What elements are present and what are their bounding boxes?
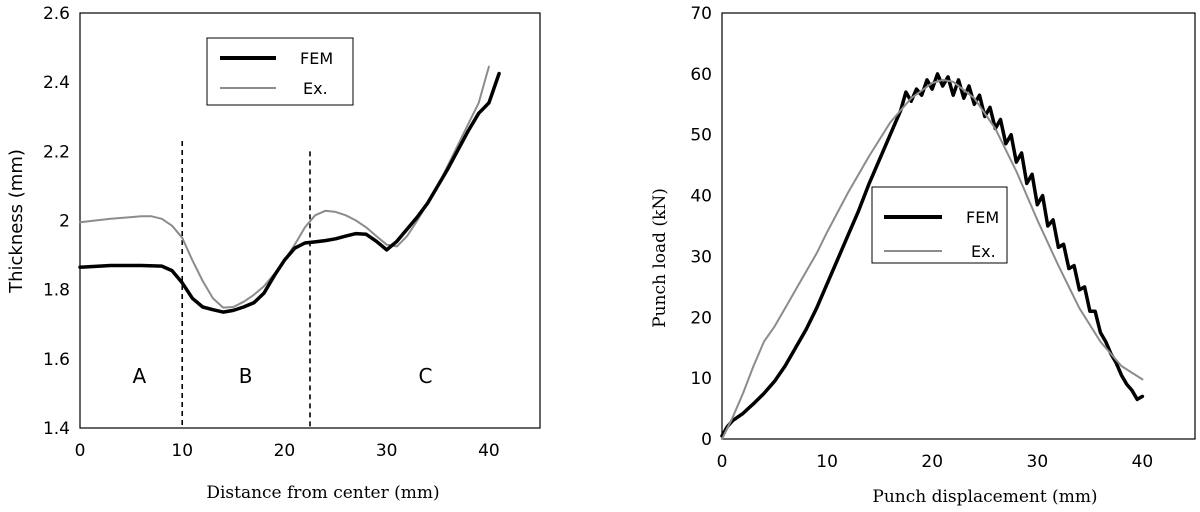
punch-x-tick-label: 40	[1132, 452, 1154, 472]
legend-label-fem: FEM	[300, 49, 333, 68]
thickness-x-tick-label: 0	[75, 441, 86, 461]
thickness-y-tick-label: 1.4	[43, 419, 70, 439]
punch-y-tick-label: 30	[690, 247, 712, 267]
punch-y-tick-label: 70	[690, 4, 712, 24]
punch-y-tick-label: 50	[690, 126, 712, 146]
thickness-plot-frame	[79, 12, 541, 429]
punch-x-tick-label: 30	[1027, 452, 1049, 472]
thickness-series	[78, 65, 501, 314]
punch-legend-label-ex: Ex.	[971, 242, 996, 261]
region-label-a: A	[132, 364, 146, 388]
thickness-y-tick-label: 2.2	[43, 142, 70, 162]
thickness-x-tick-label: 40	[478, 441, 500, 461]
legend-label-ex: Ex.	[303, 79, 328, 98]
thickness-x-tick-label: 10	[171, 441, 193, 461]
thickness-tick-labels: 0 10 20 30 40 1.4 1.6 1.8 2 2.2 2.4 2.6	[43, 4, 500, 461]
thickness-chart: A B C 0 10 20 30 40 1.4 1.6 1.8 2 2.2 2.4 2.6 Distanc…	[6, 4, 541, 503]
punch-load-chart: 0 10 20 30 40 0 10 20 30 40 50 60 70 Punch displacem…	[650, 4, 1196, 507]
region-label-c: C	[419, 364, 433, 388]
thickness-y-tick-label: 2.4	[43, 73, 70, 93]
punch-x-axis-label: Punch displacement (mm)	[872, 487, 1097, 507]
punch-y-tick-label: 0	[701, 430, 712, 450]
punch-y-tick-label: 60	[690, 65, 712, 85]
thickness-x-tick-label: 30	[376, 441, 398, 461]
region-dividers	[181, 140, 311, 428]
punch-y-tick-label: 40	[690, 187, 712, 207]
thickness-y-tick-label: 1.6	[43, 350, 70, 370]
thickness-y-tick-label: 2	[59, 212, 70, 232]
region-label-b: B	[239, 364, 253, 388]
thickness-series-fem-line	[78, 71, 501, 314]
thickness-y-tick-label: 1.8	[43, 281, 70, 301]
punch-y-axis-label: Punch load (kN)	[650, 188, 670, 328]
punch-y-tick-label: 10	[690, 369, 712, 389]
thickness-legend-box	[206, 37, 354, 106]
punch-tick-labels: 0 10 20 30 40 0 10 20 30 40 50 60 70	[690, 4, 1153, 472]
punch-series-fem-line	[720, 72, 1145, 438]
thickness-x-tick-label: 20	[274, 441, 296, 461]
thickness-y-tick-label: 2.6	[43, 4, 70, 24]
thickness-x-axis-label: Distance from center (mm)	[206, 483, 439, 503]
punch-x-tick-label: 10	[816, 452, 838, 472]
punch-y-tick-label: 20	[690, 308, 712, 328]
thickness-y-axis-label: Thickness (mm)	[6, 149, 27, 294]
thickness-legend: FEM Ex.	[206, 37, 354, 106]
punch-legend-label-fem: FEM	[966, 208, 999, 227]
punch-series-ex-line	[721, 78, 1144, 440]
punch-x-tick-label: 0	[717, 452, 728, 472]
region-labels: A B C	[132, 364, 432, 388]
punch-plot-frame	[721, 12, 1196, 440]
punch-x-tick-label: 20	[921, 452, 943, 472]
punch-legend: FEM Ex.	[871, 186, 1008, 264]
punch-load-series	[720, 72, 1145, 440]
